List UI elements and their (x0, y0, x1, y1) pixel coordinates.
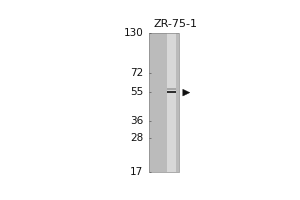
Bar (149, 33, 179, 172)
Text: 28: 28 (130, 133, 143, 143)
Bar (167, 88, 176, 90)
Text: ZR-75-1: ZR-75-1 (154, 19, 198, 29)
Text: 130: 130 (124, 28, 143, 38)
Bar (149, 33, 179, 172)
Text: 55: 55 (130, 87, 143, 97)
Bar (167, 91, 176, 93)
Text: 36: 36 (130, 116, 143, 126)
Text: 17: 17 (130, 167, 143, 177)
Bar (167, 33, 176, 172)
Polygon shape (183, 89, 190, 96)
Text: 72: 72 (130, 68, 143, 78)
